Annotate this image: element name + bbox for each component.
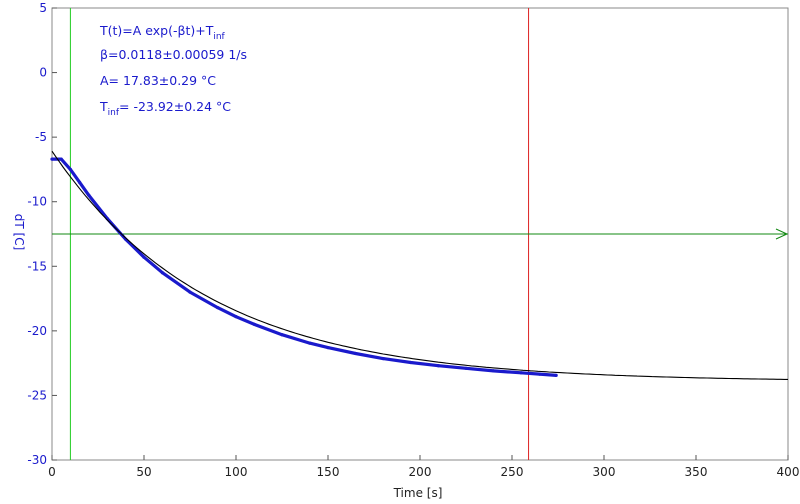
data-point [188,290,192,294]
x-tick-label: 300 [593,465,616,479]
x-tick-label: 200 [409,465,432,479]
cursor-arrow-icon [775,228,789,240]
data-point [68,167,72,172]
annotation-tinf: Tinf= -23.92±0.24 °C [99,99,231,118]
y-tick-label: -15 [27,259,47,273]
data-point [436,364,440,368]
data-point [464,366,468,370]
data-point [216,306,220,310]
y-tick-label: -10 [27,195,47,209]
y-axis-label: dT [C] [12,214,26,251]
data-point [78,180,82,184]
y-tick-label: -20 [27,324,47,338]
annotation-tinf-main: T [99,99,108,114]
data-point [554,373,558,378]
series-layer [50,157,558,378]
y-tick-label: 0 [39,66,47,80]
data-point [381,357,385,361]
annotation-formula: T(t)=A exp(-βt)+Tinf [99,23,226,42]
x-tick-label: 50 [136,465,151,479]
fit-curve [51,150,788,380]
data-point [142,255,146,259]
annotation-tinf-sub: inf [108,108,120,118]
data-point [50,157,54,161]
data-point [280,333,284,337]
fit-layer [51,150,788,380]
data-point [308,341,312,345]
data-point [409,360,413,365]
y-tick-label: -30 [27,453,47,467]
y-tick-label: -5 [35,130,47,144]
data-point [87,193,91,197]
x-tick-label: 0 [48,465,56,479]
annotation-formula-main: T(t)=A exp(-βt)+T [99,23,214,38]
data-point [538,372,542,376]
x-tick-label: 400 [777,465,800,479]
data-point [59,157,63,161]
annotation-formula-sub: inf [213,32,225,42]
data-point [326,346,330,350]
data-point [492,369,496,373]
data-point [160,271,164,275]
annotation-tinf-rest: = -23.92±0.24 °C [119,99,231,114]
data-point [234,315,238,319]
data-point [354,351,358,356]
y-tick-label: -25 [27,388,47,402]
y-tick-label: 5 [39,1,47,15]
x-tick-label: 350 [685,465,708,479]
axis-layer: 0 50 100 150 200 250 300 350 40050-5-10-15-20-25… [27,1,799,479]
cursor-layer [52,8,789,460]
annotation-amplitude: A= 17.83±0.29 °C [100,73,216,88]
annotation-beta: β=0.0118±0.00059 1/s [100,47,247,62]
data-point [519,371,523,375]
x-tick-label: 250 [501,465,524,479]
fit-annotation: T(t)=A exp(-βt)+Tinf β=0.0118±0.00059 1/… [99,23,247,118]
data-point [252,322,256,326]
x-axis-label: Time [s] [393,486,443,500]
x-tick-label: 100 [225,465,248,479]
x-tick-label: 150 [317,465,340,479]
